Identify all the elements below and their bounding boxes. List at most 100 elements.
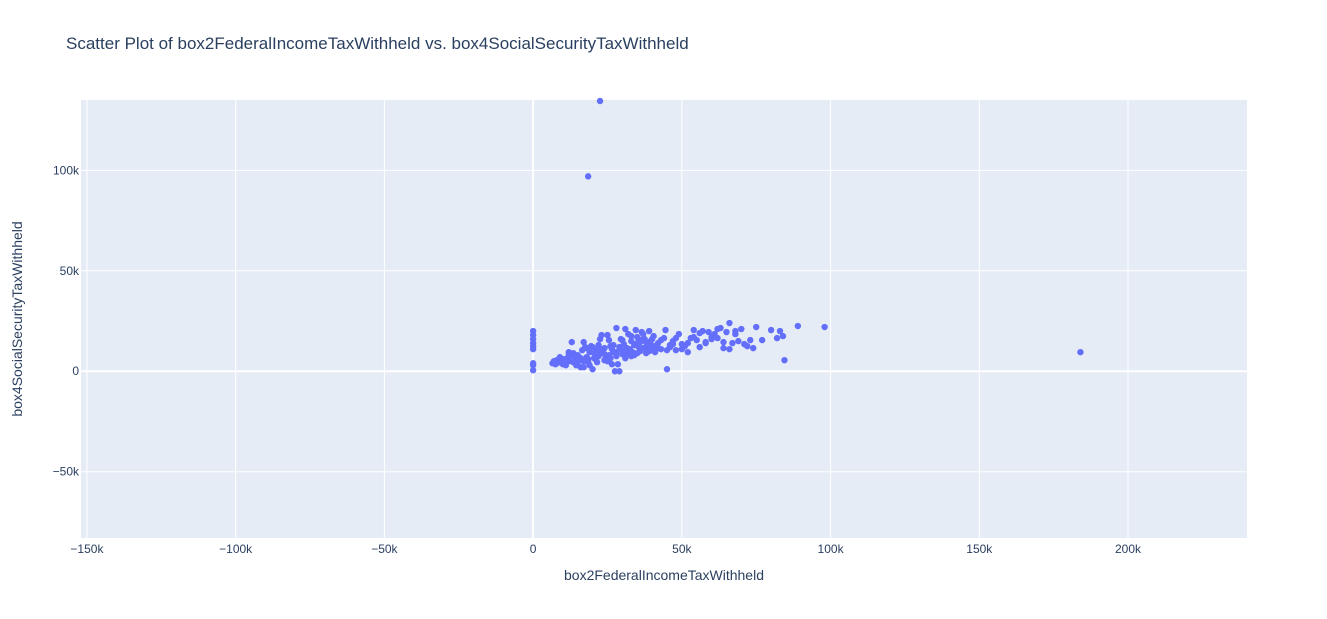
data-point[interactable] [776, 327, 784, 335]
data-point[interactable] [623, 344, 631, 352]
data-point[interactable] [690, 333, 697, 341]
data-point[interactable] [702, 339, 709, 347]
data-point[interactable] [779, 332, 787, 340]
data-point[interactable] [570, 358, 577, 366]
data-point[interactable] [632, 326, 639, 334]
data-point[interactable] [648, 335, 656, 343]
data-point[interactable] [639, 330, 647, 338]
data-point[interactable] [669, 340, 677, 348]
data-point[interactable] [565, 348, 573, 356]
data-point[interactable] [672, 334, 680, 342]
data-point[interactable] [622, 325, 629, 333]
data-point[interactable] [696, 329, 703, 337]
data-point[interactable] [529, 367, 537, 374]
data-point[interactable] [628, 352, 635, 360]
data-point[interactable] [1077, 348, 1084, 356]
data-point[interactable] [747, 336, 754, 344]
data-point[interactable] [672, 346, 680, 354]
tick-labels: −150k −100k −50k 0 50k 100k 150k 200k −50k 0 50k 10… [53, 163, 1142, 556]
data-point[interactable] [619, 350, 626, 358]
data-point[interactable] [648, 342, 656, 350]
data-point[interactable] [794, 322, 802, 330]
data-point[interactable] [744, 342, 751, 350]
data-point[interactable] [529, 345, 537, 353]
data-point[interactable] [604, 331, 611, 339]
data-point[interactable] [678, 345, 686, 353]
data-point[interactable] [601, 356, 608, 364]
data-point[interactable] [738, 325, 745, 333]
data-point[interactable] [590, 349, 598, 357]
data-point[interactable] [608, 361, 616, 368]
data-point[interactable] [662, 326, 669, 334]
data-point[interactable] [758, 336, 766, 344]
data-point[interactable] [619, 336, 626, 344]
x-tick-label: 50k [672, 542, 692, 556]
data-point[interactable] [714, 334, 721, 342]
data-point[interactable] [561, 355, 568, 363]
data-point[interactable] [753, 323, 760, 331]
data-point[interactable] [654, 344, 662, 352]
y-tick-label: 0 [72, 364, 79, 378]
data-point[interactable] [726, 319, 733, 327]
data-point[interactable] [642, 338, 650, 346]
data-point[interactable] [598, 331, 605, 339]
data-point[interactable] [690, 326, 697, 334]
data-point[interactable] [663, 366, 671, 373]
data-point[interactable] [586, 362, 593, 369]
y-tick-label: 50k [60, 264, 80, 278]
data-point[interactable] [634, 349, 641, 357]
data-point[interactable] [750, 344, 757, 352]
data-point[interactable] [720, 338, 727, 346]
data-point[interactable] [708, 335, 715, 343]
data-point[interactable] [605, 336, 613, 344]
data-point[interactable] [684, 339, 691, 347]
data-point[interactable] [552, 361, 559, 368]
y-axis-title: box4SocialSecurityTaxWithheld [9, 221, 25, 416]
x-tick-label: −150k [70, 542, 104, 556]
data-point[interactable] [657, 336, 665, 344]
data-point[interactable] [729, 339, 736, 347]
data-point[interactable] [613, 324, 620, 332]
data-point[interactable] [684, 348, 691, 356]
data-point[interactable] [568, 338, 575, 346]
data-point[interactable] [628, 332, 635, 340]
data-point[interactable] [596, 347, 604, 355]
x-tick-label: −50k [371, 542, 398, 556]
data-point[interactable] [723, 328, 730, 336]
data-point[interactable] [605, 351, 613, 359]
data-point[interactable] [589, 343, 596, 351]
data-point[interactable] [726, 345, 733, 353]
data-point[interactable] [720, 344, 727, 352]
data-point[interactable] [732, 330, 739, 338]
data-point[interactable] [696, 343, 703, 351]
data-point[interactable] [645, 327, 653, 335]
data-point[interactable] [593, 358, 601, 366]
data-point[interactable] [821, 323, 828, 331]
data-point[interactable] [611, 368, 619, 375]
data-point[interactable] [714, 325, 721, 333]
x-tick-label: 150k [966, 542, 993, 556]
data-point[interactable] [645, 347, 653, 355]
data-point[interactable] [613, 348, 620, 356]
data-point[interactable] [583, 344, 590, 352]
data-point[interactable] [781, 356, 788, 364]
plot-area [81, 100, 1247, 538]
data-point[interactable] [584, 173, 592, 180]
data-point[interactable] [735, 337, 742, 345]
data-point[interactable] [580, 364, 587, 371]
data-point[interactable] [767, 326, 775, 334]
data-point[interactable] [596, 97, 604, 105]
data-point[interactable] [616, 368, 623, 375]
data-point[interactable] [580, 338, 587, 346]
data-point[interactable] [584, 355, 592, 363]
y-tick-label: 100k [53, 163, 80, 177]
data-point[interactable] [616, 343, 623, 351]
data-point[interactable] [614, 361, 622, 368]
data-point[interactable] [529, 362, 537, 369]
data-point[interactable] [705, 328, 712, 336]
data-point[interactable] [562, 362, 570, 369]
data-point[interactable] [574, 358, 581, 366]
x-tick-label: −100k [219, 542, 253, 556]
data-point[interactable] [773, 334, 781, 342]
